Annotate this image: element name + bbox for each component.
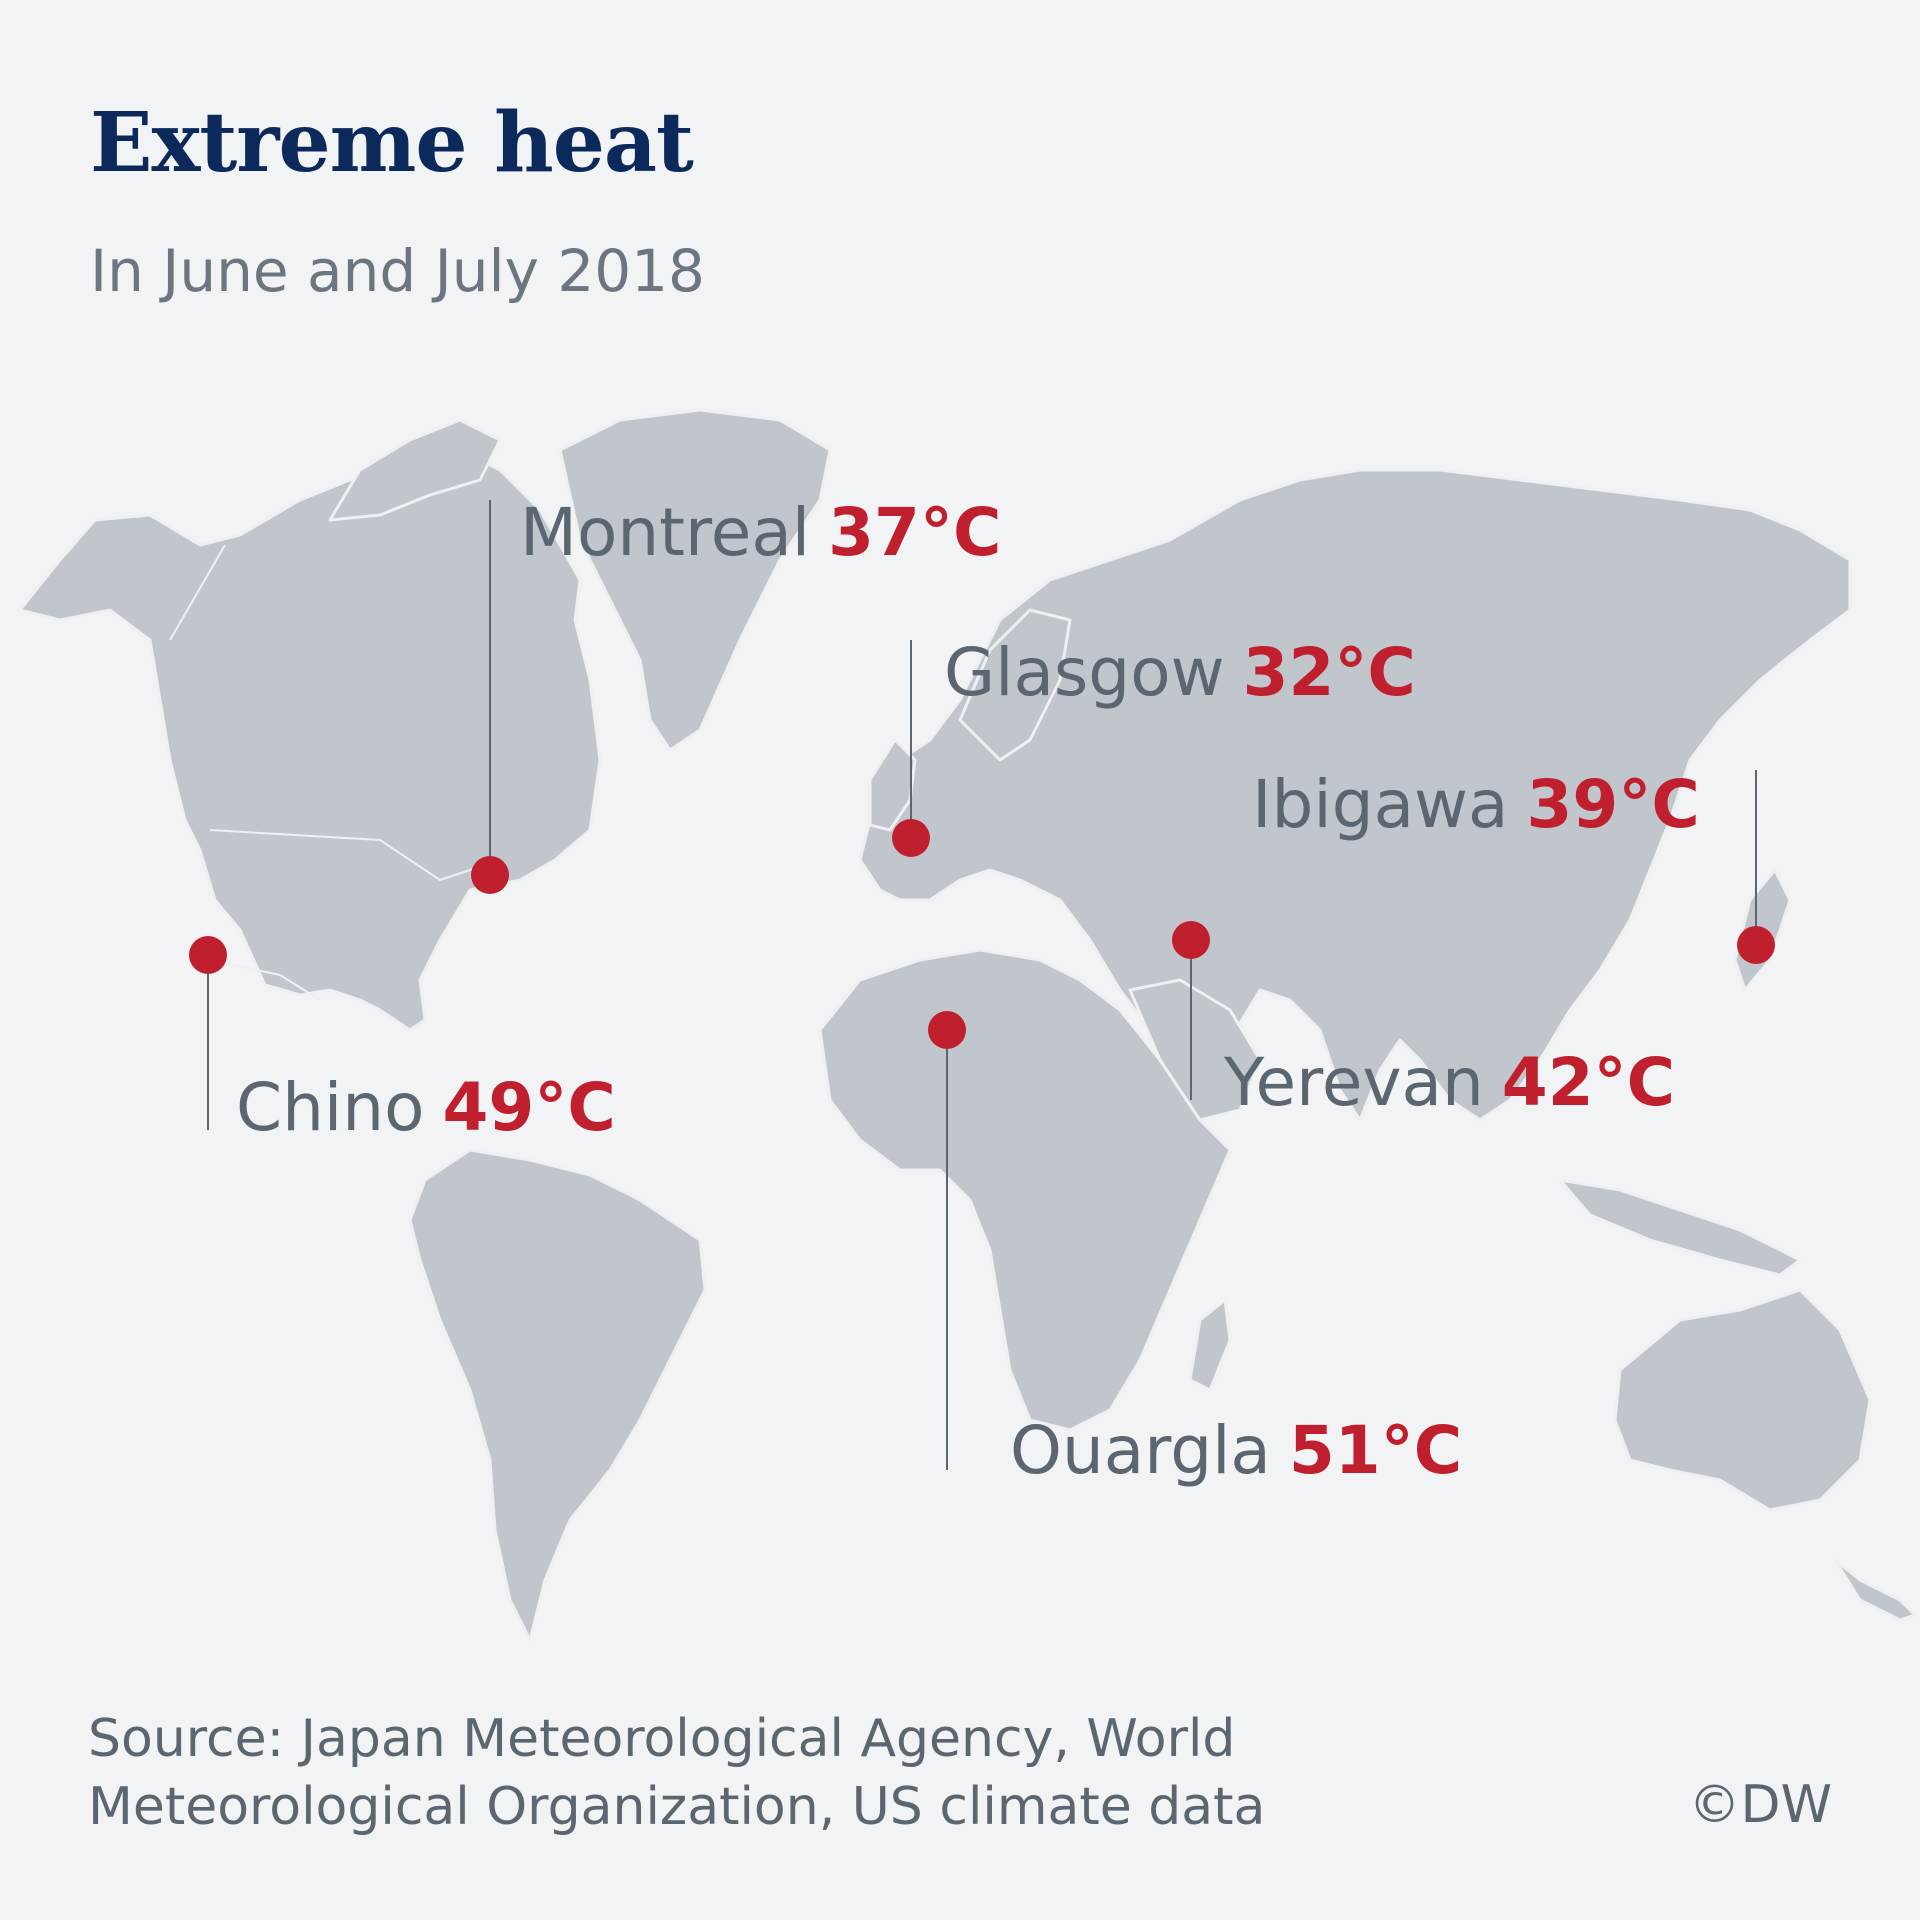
madagascar-shape [1188,1298,1232,1392]
temperature-value: 51°C [1288,1412,1463,1489]
temperature-value: 49°C [442,1069,616,1146]
label-ibigawa: Ibigawa 39°C [1252,772,1700,838]
temperature-value: 42°C [1501,1044,1676,1121]
arabia-shape [1128,978,1262,1122]
source-note: Source: Japan Meteorological Agency, Wor… [88,1705,1488,1841]
eurasia-shape [858,468,1852,1122]
city-name: Montreal [520,494,811,571]
marker-montreal [471,856,509,894]
leader-lines [207,500,1757,1470]
temperature-value: 32°C [1242,634,1416,711]
location-markers [189,819,1775,1049]
us-mexico-border [209,959,321,1001]
label-montreal: Montreal 37°C [520,500,1001,566]
alaska-border [169,544,226,641]
greenland-shape [558,408,832,752]
page-title: Extreme heat [90,95,694,191]
indonesia-shape [1558,1178,1802,1277]
temperature-value: 39°C [1526,766,1700,843]
source-line-2: Meteorological Organization, US climate … [88,1777,1266,1837]
marker-ouargla [928,1011,966,1049]
marker-chino [189,936,227,974]
temperature-value: 37°C [828,494,1002,571]
page-subtitle: In June and July 2018 [90,237,705,305]
borders [169,544,501,1001]
africa-shape [818,948,1232,1432]
label-glasgow: Glasgow 32°C [944,640,1416,706]
city-name: Glasgow [944,634,1225,711]
source-line-1: Source: Japan Meteorological Agency, Wor… [88,1709,1236,1769]
australia-shape [1613,1288,1872,1512]
new-zealand-shape [1833,1558,1917,1622]
marker-ibigawa [1737,926,1775,964]
us-canada-border [209,829,501,882]
label-chino: Chino 49°C [236,1075,616,1141]
south-america-shape [408,1148,707,1642]
north-america-shape [18,448,602,1032]
marker-yerevan [1172,921,1210,959]
label-yerevan: Yerevan 42°C [1224,1050,1675,1116]
marker-glasgow [892,819,930,857]
scandinavia-shape [958,608,1072,762]
city-name: Ouargla [1010,1412,1271,1489]
city-name: Ibigawa [1252,766,1509,843]
dw-credit: ©DW [1688,1775,1832,1835]
city-name: Yerevan [1224,1044,1484,1121]
continents [18,408,1917,1642]
city-name: Chino [236,1069,425,1146]
arctic-islands-shape [328,418,502,522]
label-ouargla: Ouargla 51°C [1010,1418,1462,1484]
